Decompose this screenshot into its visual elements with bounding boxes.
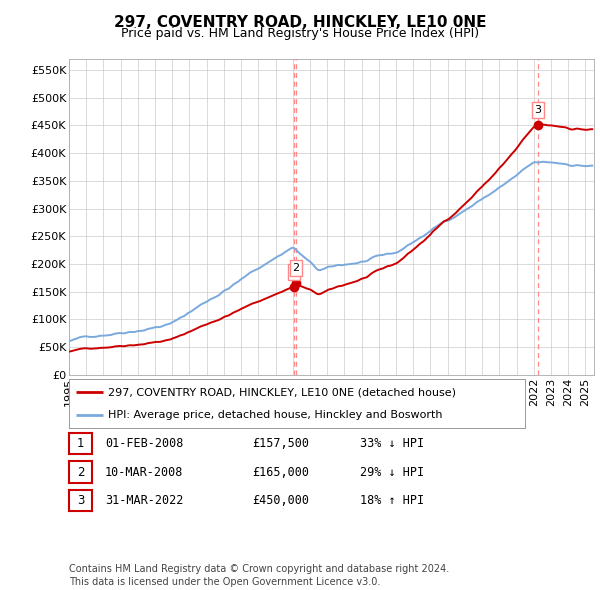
Text: 2: 2: [77, 466, 84, 478]
Text: £450,000: £450,000: [252, 494, 309, 507]
Text: £165,000: £165,000: [252, 466, 309, 478]
Text: 3: 3: [77, 494, 84, 507]
Text: 297, COVENTRY ROAD, HINCKLEY, LE10 0NE (detached house): 297, COVENTRY ROAD, HINCKLEY, LE10 0NE (…: [108, 388, 456, 398]
Text: 33% ↓ HPI: 33% ↓ HPI: [360, 437, 424, 450]
Text: 2: 2: [292, 263, 299, 273]
Text: 10-MAR-2008: 10-MAR-2008: [105, 466, 184, 478]
Text: 18% ↑ HPI: 18% ↑ HPI: [360, 494, 424, 507]
Text: 3: 3: [535, 105, 542, 115]
Text: 29% ↓ HPI: 29% ↓ HPI: [360, 466, 424, 478]
Text: Contains HM Land Registry data © Crown copyright and database right 2024.
This d: Contains HM Land Registry data © Crown c…: [69, 564, 449, 587]
Text: 31-MAR-2022: 31-MAR-2022: [105, 494, 184, 507]
Text: Price paid vs. HM Land Registry's House Price Index (HPI): Price paid vs. HM Land Registry's House …: [121, 27, 479, 40]
Text: £157,500: £157,500: [252, 437, 309, 450]
Text: 1: 1: [290, 267, 298, 277]
Text: HPI: Average price, detached house, Hinckley and Bosworth: HPI: Average price, detached house, Hinc…: [108, 409, 442, 419]
Text: 1: 1: [77, 437, 84, 450]
Text: 297, COVENTRY ROAD, HINCKLEY, LE10 0NE: 297, COVENTRY ROAD, HINCKLEY, LE10 0NE: [114, 15, 486, 30]
Text: 01-FEB-2008: 01-FEB-2008: [105, 437, 184, 450]
